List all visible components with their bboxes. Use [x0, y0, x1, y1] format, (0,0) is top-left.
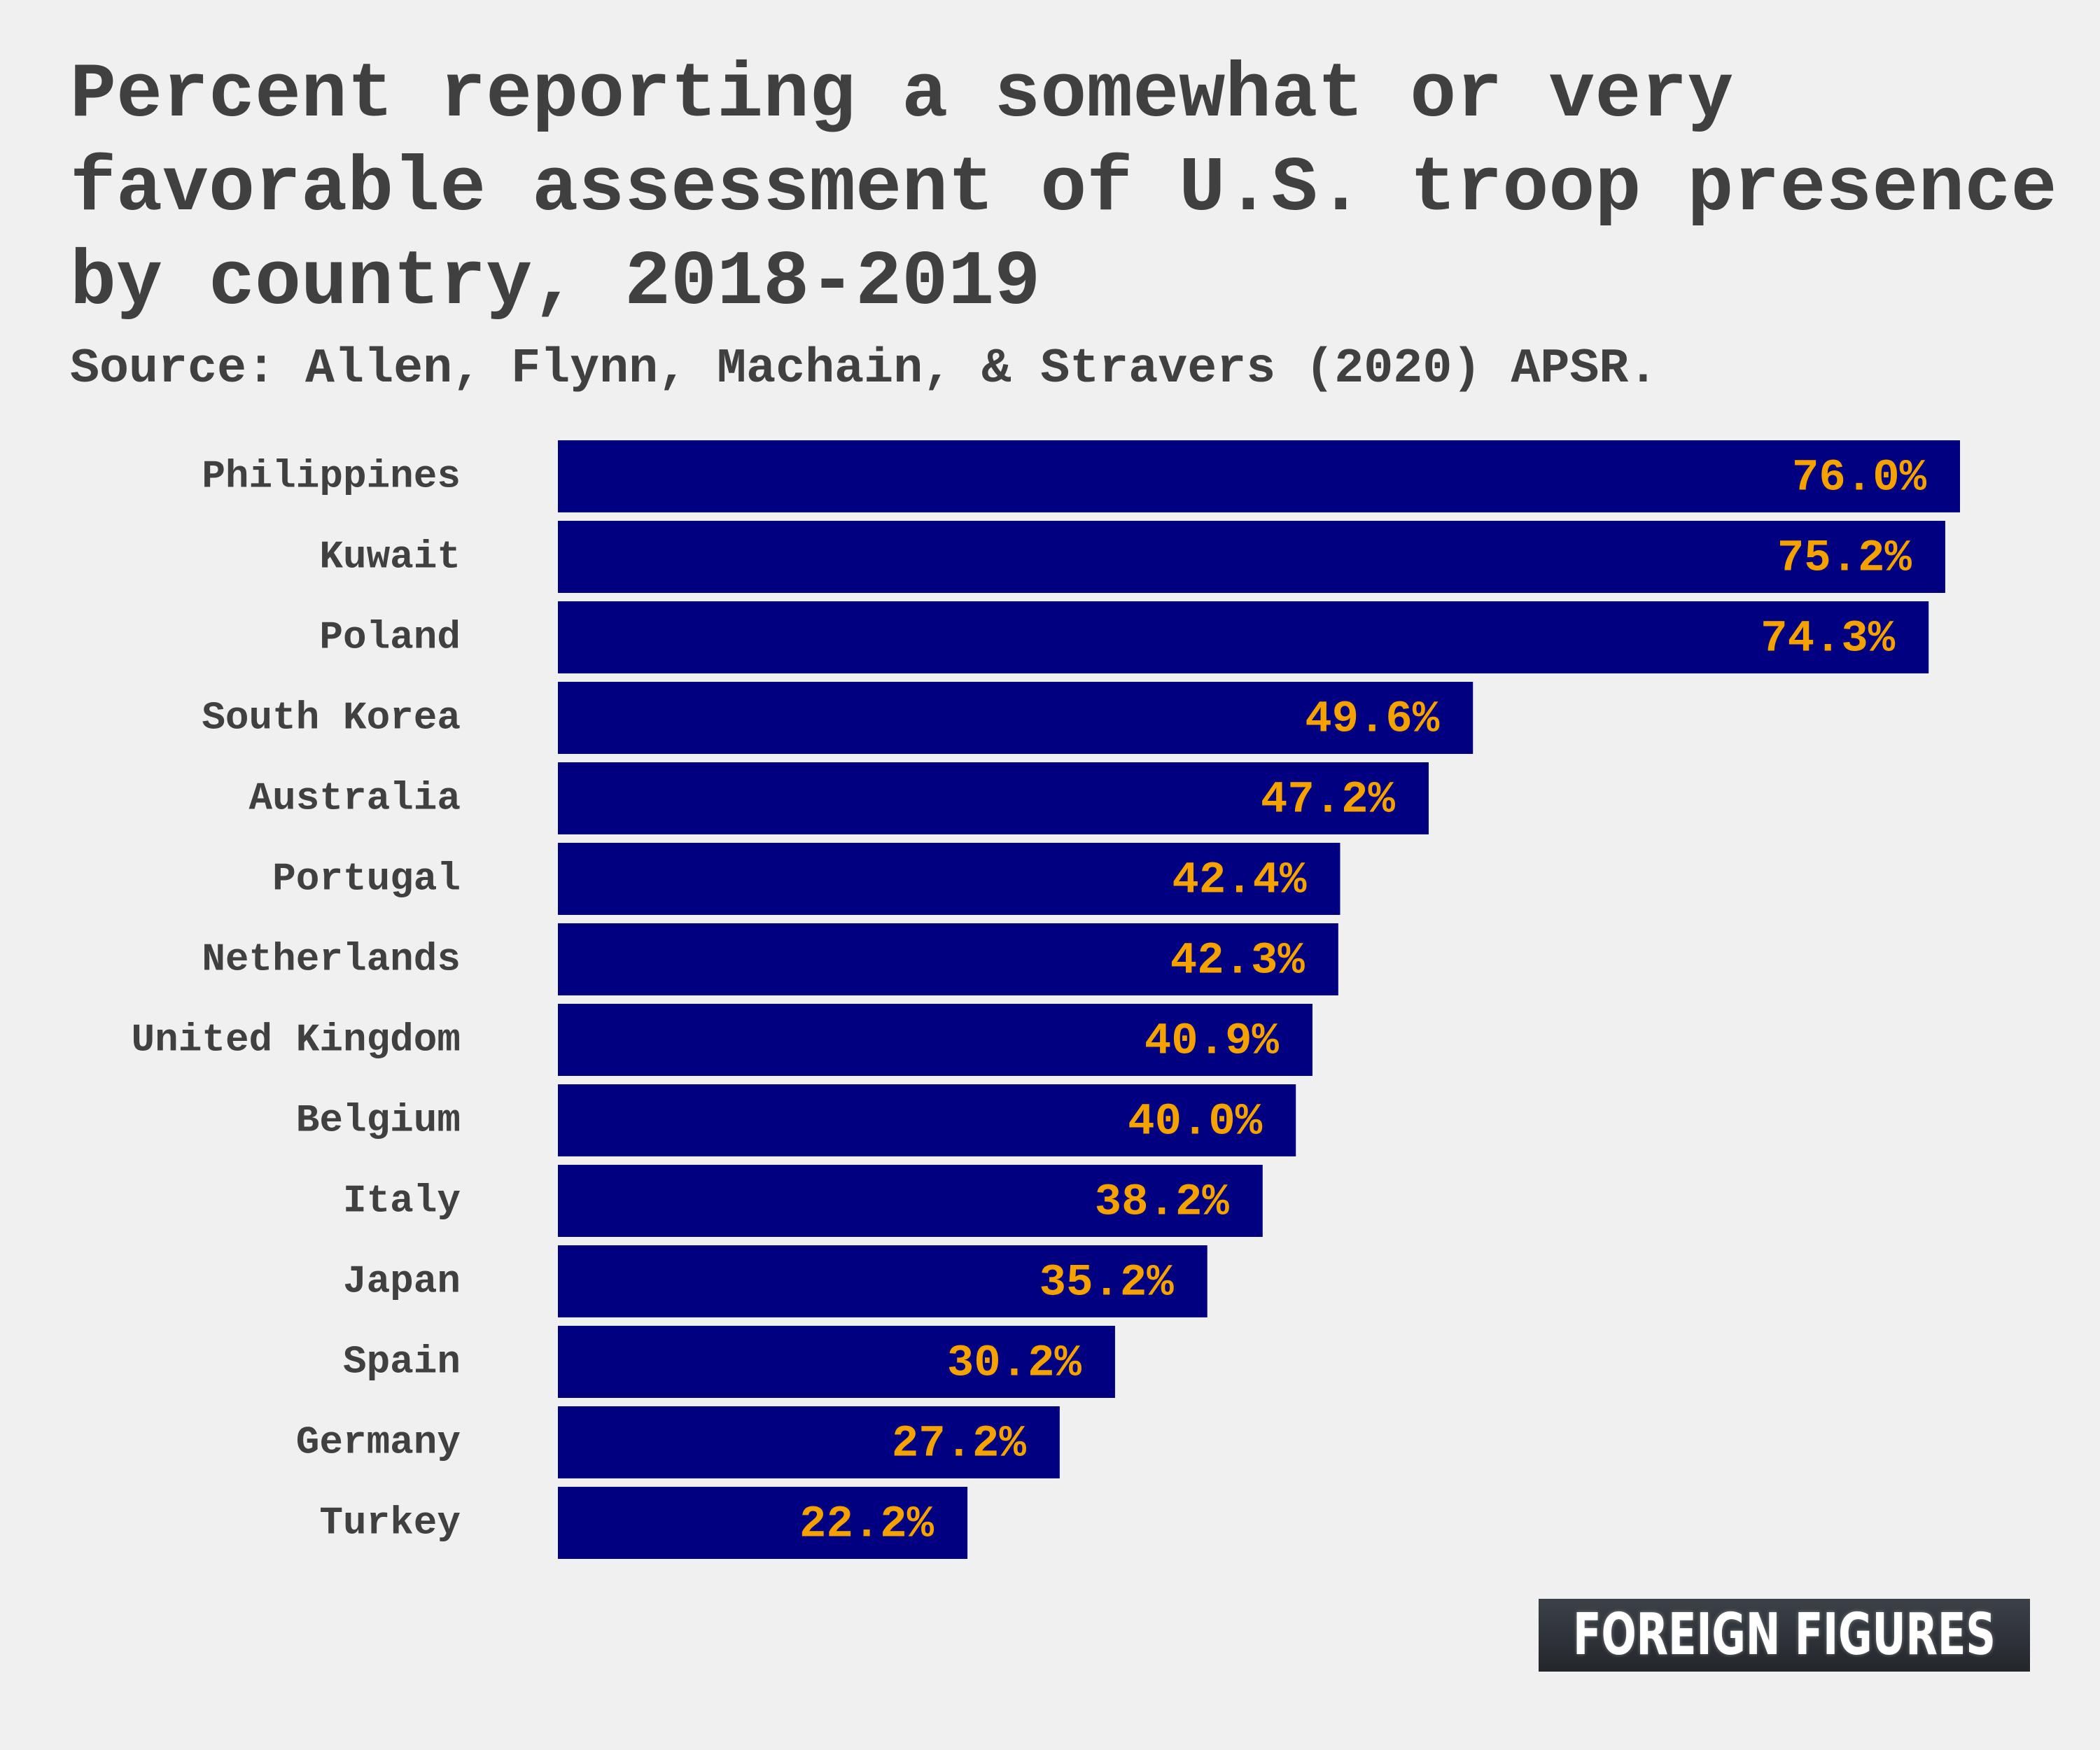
bar-italy	[558, 1165, 1263, 1237]
chart-source: Source: Allen, Flynn, Machain, & Straver…	[70, 342, 1658, 397]
value-label: 22.2%	[799, 1499, 934, 1550]
value-label: 76.0%	[1792, 453, 1927, 503]
bar-netherlands	[558, 923, 1338, 995]
value-label: 38.2%	[1095, 1177, 1230, 1228]
category-label: Italy	[343, 1178, 461, 1223]
category-label: Philippines	[202, 454, 461, 498]
category-label: Kuwait	[319, 534, 461, 579]
value-label: 30.2%	[947, 1338, 1082, 1389]
bar-australia	[558, 762, 1429, 834]
category-label: United Kingdom	[132, 1017, 461, 1062]
value-label: 40.0%	[1128, 1097, 1263, 1147]
bar-kuwait	[558, 521, 1945, 593]
bar-japan	[558, 1245, 1208, 1317]
value-label: 35.2%	[1040, 1258, 1175, 1308]
category-label: South Korea	[202, 695, 461, 740]
bar-portugal	[558, 843, 1340, 915]
category-label: Japan	[343, 1259, 461, 1303]
category-label: Portugal	[272, 856, 461, 901]
value-label: 27.2%	[892, 1419, 1027, 1469]
bar-belgium	[558, 1084, 1296, 1156]
value-label: 75.2%	[1777, 533, 1912, 584]
foreign-figures-logo: FOREIGN FIGURES	[1539, 1599, 2030, 1672]
bar-united-kingdom	[558, 1004, 1312, 1076]
value-label: 42.4%	[1172, 855, 1307, 906]
category-label: Germany	[296, 1420, 461, 1464]
value-label: 47.2%	[1261, 775, 1396, 825]
bar-south-korea	[558, 682, 1474, 754]
category-label: Netherlands	[202, 937, 461, 981]
value-label: 40.9%	[1144, 1016, 1280, 1067]
category-label: Belgium	[296, 1098, 461, 1142]
value-label: 74.3%	[1760, 614, 1896, 664]
value-label: 49.6%	[1305, 694, 1440, 745]
category-label: Spain	[343, 1339, 461, 1384]
value-label: 42.3%	[1170, 936, 1306, 986]
bar-spain	[558, 1326, 1115, 1398]
chart-title: Percent reporting a somewhat or very fav…	[70, 52, 2057, 327]
category-label: Turkey	[319, 1500, 461, 1545]
bar-germany	[558, 1406, 1060, 1478]
category-label: Australia	[249, 776, 461, 820]
bar-turkey	[558, 1487, 968, 1559]
bar-philippines	[558, 440, 1960, 512]
bar-poland	[558, 601, 1929, 673]
logo-text: FOREIGN FIGURES	[1573, 1602, 1996, 1668]
category-label: Poland	[319, 615, 461, 659]
